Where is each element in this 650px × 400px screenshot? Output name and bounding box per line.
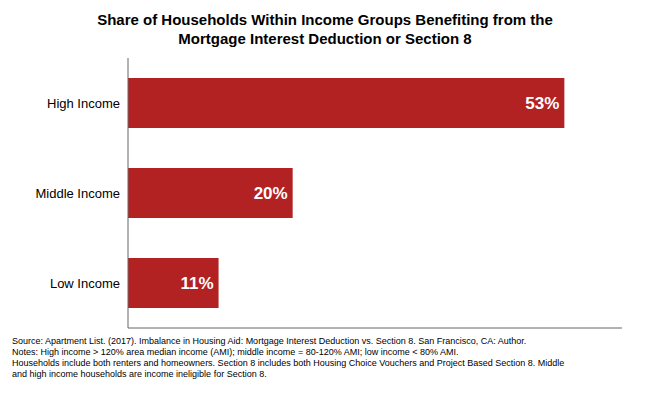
svg-text:Low Income: Low Income [50,276,120,291]
svg-text:20%: 20% [254,184,288,203]
html-text:and high income households are: and high income households are income in… [12,369,267,379]
svg-text:Middle Income: Middle Income [35,186,120,201]
html-text:Notes: High income > 120% area: Notes: High income > 120% area median in… [12,347,459,357]
svg-text:11%: 11% [180,274,213,293]
html-text:Share of Households Within Inc: Share of Households Within Income Groups… [97,11,553,28]
svg-text:High Income: High Income [47,96,120,111]
html-text:Households include both renter: Households include both renters and home… [12,358,565,368]
svg-text:53%: 53% [525,94,559,113]
html-text:Mortgage Interest Deduction or: Mortgage Interest Deduction or Section 8 [178,30,472,47]
html-text:Source: Apartment List. (2017): Source: Apartment List. (2017). Imbalanc… [12,336,527,346]
